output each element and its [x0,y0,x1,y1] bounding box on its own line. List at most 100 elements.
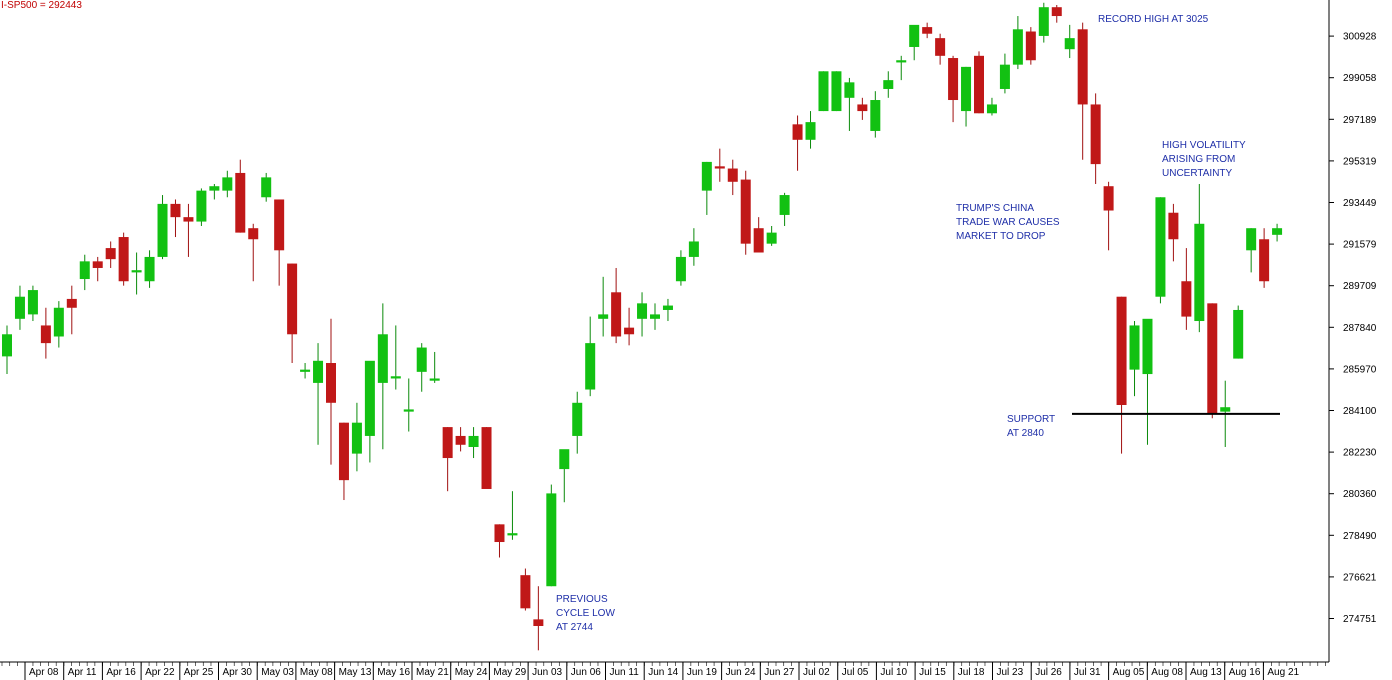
candle [144,250,155,288]
candle-body [1103,186,1114,211]
record-high-annotation: RECORD HIGH AT 3025 [1098,14,1209,25]
candle-body [1129,325,1140,370]
candle [650,303,660,330]
annotations-layer: RECORD HIGH AT 3025 HIGH VOLATILITY ARISIN… [556,14,1246,633]
candle-body [637,303,648,319]
candle-body [183,217,194,222]
candle [92,256,103,282]
candle [468,427,479,459]
candle-body [792,124,803,140]
candle-body [364,360,375,436]
candle [66,285,77,335]
candle-body [209,186,220,191]
candle [1129,321,1140,397]
y-tick-label: 293449 [1343,198,1377,209]
x-tick-label: Jul 18 [958,667,985,678]
candle-body [196,190,207,222]
candle [935,33,946,65]
x-tick-label: Jun 24 [726,667,756,678]
candle-body [1012,29,1023,65]
candle [818,71,829,112]
candle-body [1090,104,1101,165]
y-tick-label: 278490 [1343,531,1377,542]
candle [1168,203,1179,262]
candle-body [235,172,246,233]
y-tick-label: 274751 [1343,614,1377,625]
candle [1194,184,1205,333]
x-tick-label: Aug 21 [1267,667,1299,678]
candle-body [1116,296,1127,405]
candle-body [572,402,583,436]
candle [922,22,933,39]
annotation-line: HIGH VOLATILITY [1162,140,1246,151]
candle [986,97,997,116]
candle-body [14,296,25,319]
candle [701,161,712,215]
candle-body [1246,228,1257,251]
candle [1142,318,1153,445]
candle-body [416,347,427,372]
candle [53,301,64,348]
candle-body [883,80,894,89]
candle-body [961,66,972,112]
x-tick-label: May 24 [455,667,488,678]
candle-body [1181,281,1192,317]
annotation-line: SUPPORT [1007,414,1055,425]
candle-body [222,177,233,191]
candle-body [986,104,997,114]
candle [157,195,168,260]
candle-body [494,524,505,543]
candle [248,223,259,282]
candle-body [546,493,557,587]
candle [520,568,531,611]
candle [1012,16,1023,70]
candle-body [999,64,1010,89]
x-tick-label: Jul 31 [1074,667,1101,678]
candle-body [740,179,751,244]
candle-body [650,314,660,319]
x-tick-label: Jun 27 [764,667,794,678]
annotation-line: RECORD HIGH AT 3025 [1098,14,1209,25]
x-tick-label: Aug 16 [1229,667,1261,678]
candle-body [870,100,881,131]
candle [546,484,557,587]
candle [1025,27,1036,65]
candle-body [831,71,842,112]
x-tick-label: Jun 14 [648,667,678,678]
candle [326,318,336,465]
x-tick-label: Jun 19 [687,667,717,678]
candle [805,111,816,149]
candle [585,316,596,397]
candle-body [598,314,609,319]
candle-body [377,334,388,383]
x-tick-label: Jul 05 [842,667,869,678]
candle [727,159,738,196]
candle-body [390,376,401,379]
candle [688,228,699,266]
candle [1116,296,1127,454]
candle [481,427,492,489]
x-tick-label: May 21 [416,667,449,678]
x-tick-label: May 16 [377,667,410,678]
candle-body [2,334,12,357]
candle-body [287,263,298,335]
candle [364,360,375,463]
candle [740,170,751,255]
candle-body [313,360,324,383]
candle [1272,223,1283,242]
candle [948,55,959,123]
x-tick-label: Jul 23 [997,667,1024,678]
candle [753,217,764,253]
y-tick-label: 300928 [1343,32,1377,43]
candle [559,449,570,503]
x-tick-label: Aug 13 [1190,667,1222,678]
candle-body [896,60,907,63]
candle-body [844,82,855,98]
x-tick-label: May 29 [493,667,526,678]
candle-body [1038,7,1049,36]
x-tick-label: May 08 [300,667,333,678]
candle-body [338,422,349,481]
candle [1155,197,1166,304]
candle [637,292,648,337]
y-tick-label: 285970 [1343,364,1377,375]
